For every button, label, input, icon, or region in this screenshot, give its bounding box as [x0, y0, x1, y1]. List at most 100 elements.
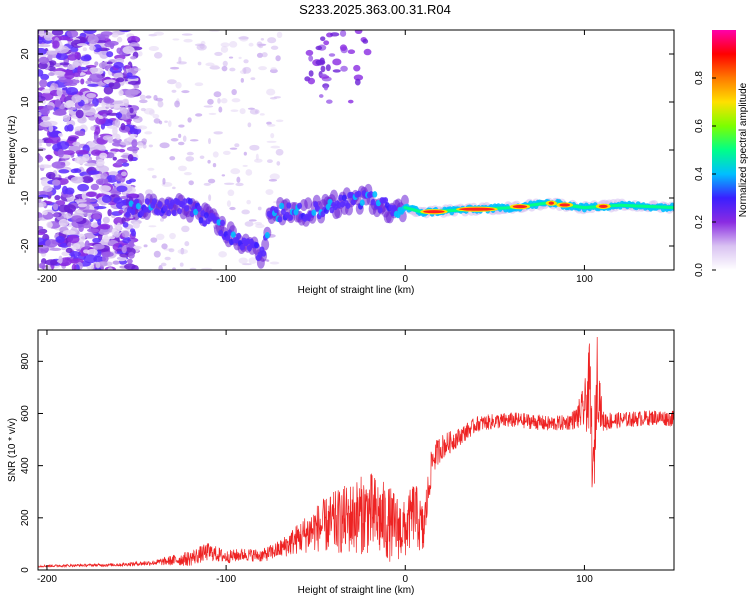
heatmap-blob — [108, 171, 119, 176]
heatmap-blob — [45, 239, 58, 248]
heatmap-blob — [254, 158, 263, 163]
heatmap-blob — [107, 267, 113, 270]
heatmap-blob — [41, 116, 51, 121]
spectrogram-x-label: Height of straight line (km) — [298, 285, 415, 296]
heatmap-blob — [187, 117, 192, 123]
ridge-core — [311, 209, 317, 216]
heatmap-blob — [94, 61, 99, 66]
heatmap-blob — [169, 156, 176, 161]
heatmap-blob — [90, 183, 100, 191]
heatmap-blob — [130, 56, 137, 60]
heatmap-blob — [269, 173, 280, 180]
heatmap-blob — [120, 123, 126, 131]
heatmap-blob — [256, 41, 263, 48]
heatmap-blob — [172, 186, 176, 190]
heatmap-blob — [123, 65, 131, 69]
heatmap-blob — [158, 264, 163, 270]
heatmap-blob — [166, 79, 177, 85]
heatmap-blob — [133, 67, 141, 72]
heatmap-blob — [119, 141, 132, 146]
heatmap-blob — [145, 189, 153, 196]
heatmap-blob — [275, 148, 284, 156]
heatmap-blob — [96, 158, 105, 167]
heatmap-blob — [87, 228, 100, 233]
ridge-core — [329, 206, 335, 214]
colorbar-tick-label: 0.4 — [694, 167, 705, 181]
colorbar-tick-label: 0.6 — [694, 119, 705, 133]
heatmap-blob — [38, 36, 44, 44]
heatmap-blob — [107, 209, 112, 217]
heatmap-blob — [218, 251, 228, 258]
ridge-core — [239, 244, 245, 251]
heatmap-blob — [126, 146, 140, 152]
heatmap-blob — [112, 260, 120, 265]
y-tick-label: 400 — [20, 457, 31, 474]
heatmap-blob — [266, 88, 276, 96]
heatmap-blob — [275, 119, 284, 123]
heatmap-blob — [185, 156, 195, 162]
heatmap-blob — [86, 248, 98, 256]
heatmap-blob — [100, 172, 108, 180]
heatmap-blob — [51, 30, 64, 36]
heatmap-blob — [124, 263, 136, 270]
ridge-core — [130, 208, 136, 216]
heatmap-blob — [39, 79, 48, 88]
ridge-core — [142, 206, 148, 213]
heatmap-blob — [131, 139, 138, 148]
heatmap-blob — [320, 36, 326, 42]
heatmap-blob — [266, 140, 277, 143]
heatmap-blob — [229, 67, 236, 72]
heatmap-blob — [75, 149, 89, 155]
heatmap-blob — [207, 98, 214, 105]
heatmap-blob — [121, 245, 127, 254]
heatmap-blob — [157, 100, 164, 108]
ridge-core — [395, 211, 401, 219]
heatmap-blob — [114, 118, 121, 128]
heatmap-blob — [171, 89, 177, 93]
snr-axes: -200 -100 0 100 0 200 400 600 800 — [20, 330, 674, 585]
heatmap-blob — [248, 257, 257, 264]
heatmap-blob — [186, 151, 194, 156]
heatmap-blob — [67, 235, 80, 244]
spectrogram-heatmap — [38, 30, 674, 270]
heatmap-blob — [207, 178, 216, 184]
ridge-core — [166, 209, 172, 217]
heatmap-blob — [174, 100, 180, 108]
heatmap-blob — [80, 78, 85, 85]
heatmap-blob — [108, 82, 115, 87]
heatmap-blob — [74, 130, 85, 136]
heatmap-blob — [161, 243, 168, 250]
figure-title: S233.2025.363.00.31.R04 — [299, 2, 451, 17]
y-tick-label: 10 — [20, 96, 31, 108]
heatmap-blob — [57, 133, 64, 138]
heatmap-blob — [242, 164, 248, 167]
heatmap-blob — [148, 225, 157, 228]
heatmap-blob — [55, 52, 68, 61]
heatmap-blob — [222, 150, 231, 155]
x-tick-label: 100 — [576, 574, 593, 585]
heatmap-blob — [129, 107, 134, 114]
heatmap-blob — [101, 251, 114, 258]
heatmap-blob — [260, 37, 265, 41]
x-tick-label: -100 — [216, 574, 236, 585]
heatmap-blob — [347, 49, 356, 55]
ridge-core — [338, 194, 344, 201]
heatmap-blob — [107, 109, 113, 114]
heatmap-blob — [175, 81, 182, 89]
heatmap-blob — [267, 123, 276, 127]
heatmap-blob — [70, 176, 84, 184]
heatmap-blob — [259, 113, 265, 116]
heatmap-blob — [258, 66, 267, 71]
heatmap-blob — [125, 179, 132, 185]
heatmap-blob — [106, 40, 119, 46]
x-tick-label: 0 — [402, 574, 408, 585]
ridge-core — [341, 194, 347, 202]
heatmap-blob — [51, 161, 66, 169]
ridge-core — [187, 198, 193, 205]
heatmap-blob — [62, 185, 68, 195]
heatmap-blob — [73, 72, 81, 77]
heatmap-blob — [340, 65, 348, 72]
ridge-core — [203, 212, 209, 219]
